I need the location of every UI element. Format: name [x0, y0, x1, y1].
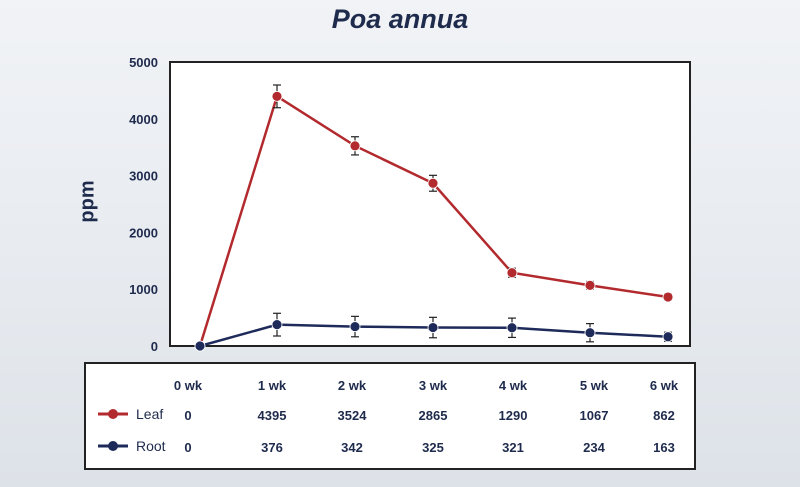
leaf-value-1wk: 4395 [257, 408, 287, 423]
leaf-value-6wk: 862 [653, 408, 675, 423]
leaf-data-point [506, 267, 518, 279]
root-data-point [349, 321, 361, 332]
y-tick-label: 4000 [129, 112, 158, 127]
data-table: 0 wk 1 wk 2 wk 3 wk 4 wk 5 wk 6 wk Leaf … [84, 362, 696, 470]
plot-area [169, 61, 691, 347]
table-header-6wk: 6 wk [649, 378, 679, 393]
root-data-point [427, 322, 439, 333]
root-row-label: Root [136, 438, 166, 454]
root-value-0wk: 0 [184, 440, 192, 455]
leaf-value-5wk: 1067 [579, 408, 609, 423]
table-header-0wk: 0 wk [173, 378, 203, 393]
root-value-3wk: 325 [422, 440, 444, 455]
table-header-5wk: 5 wk [579, 378, 609, 393]
root-data-point [662, 331, 674, 343]
y-tick-label: 3000 [129, 169, 158, 184]
leaf-value-4wk: 1290 [498, 408, 528, 423]
table-header-3wk: 3 wk [418, 378, 448, 393]
table-header-1wk: 1 wk [257, 378, 287, 393]
leaf-value-3wk: 2865 [418, 408, 448, 423]
root-data-point [506, 322, 518, 334]
root-value-5wk: 234 [583, 440, 605, 455]
leaf-data-point [584, 279, 596, 291]
leaf-row-label: Leaf [136, 406, 164, 422]
root-value-2wk: 342 [341, 440, 363, 455]
root-value-6wk: 163 [653, 440, 675, 455]
leaf-legend-marker-icon [98, 409, 128, 419]
root-value-4wk: 321 [502, 440, 524, 455]
y-tick-label: 5000 [129, 55, 158, 70]
leaf-data-point [427, 177, 439, 189]
root-data-point [194, 340, 206, 352]
table-header-2wk: 2 wk [337, 378, 367, 393]
table-header-4wk: 4 wk [498, 378, 528, 393]
leaf-data-point [271, 90, 283, 102]
root-data-point [584, 327, 596, 339]
chart-title: Poa annua [331, 4, 469, 34]
root-legend-marker-icon [98, 441, 128, 451]
leaf-value-0wk: 0 [184, 408, 192, 423]
y-tick-label: 0 [151, 339, 158, 354]
root-data-point [271, 319, 283, 331]
leaf-data-point [662, 291, 674, 303]
y-tick-label: 1000 [129, 282, 158, 297]
root-value-1wk: 376 [261, 440, 283, 455]
leaf-data-point [349, 140, 361, 152]
y-tick-label: 2000 [129, 225, 158, 240]
leaf-value-2wk: 3524 [337, 408, 367, 423]
